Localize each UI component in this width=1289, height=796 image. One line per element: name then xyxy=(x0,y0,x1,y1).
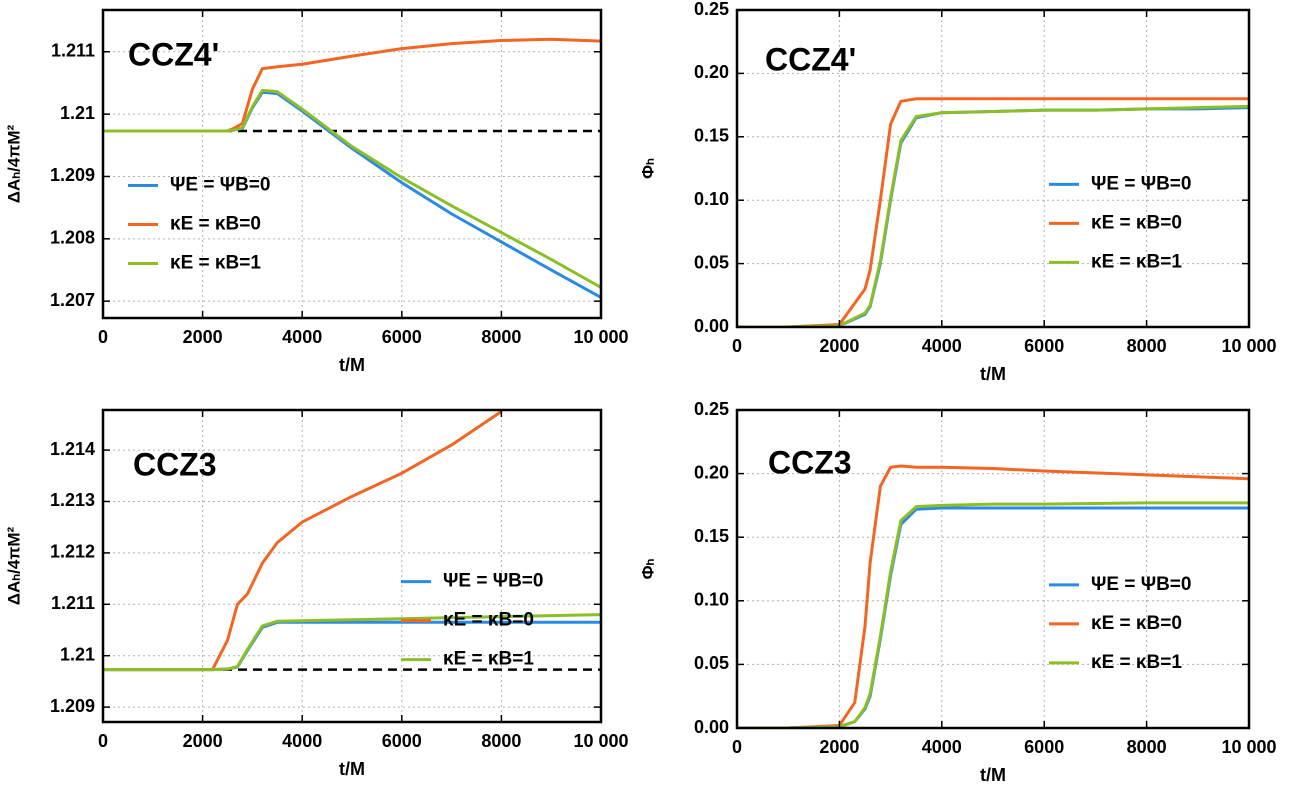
axes-frame xyxy=(101,8,603,320)
x-axis-label: t/M xyxy=(980,364,1006,384)
x-tick-label: 2000 xyxy=(819,737,859,757)
x-tick-label: 8000 xyxy=(481,731,521,751)
legend-label: ΨE = ΨB=0 xyxy=(1091,173,1191,194)
x-tick-label: 2000 xyxy=(819,336,859,356)
x-tick-label: 6000 xyxy=(382,731,422,751)
legend: ΨE = ΨB=0 κE = κB=0 κE = κB=1 xyxy=(1049,574,1191,673)
series-line xyxy=(103,613,601,672)
y-tick-label: 0.15 xyxy=(694,126,729,146)
y-tick-label: 1.21 xyxy=(60,103,95,123)
y-tick-label: 0.15 xyxy=(694,526,729,546)
legend: ΨE = ΨB=0 κE = κB=0 κE = κB=1 xyxy=(1049,173,1191,272)
y-tick-label: 1.208 xyxy=(50,228,95,248)
y-tick-label: 0.20 xyxy=(694,462,729,482)
y-tick-label: 0.25 xyxy=(694,0,729,19)
x-tick-label: 6000 xyxy=(382,327,422,347)
series-line xyxy=(737,97,1249,327)
y-axis-label: Φₕ xyxy=(638,558,657,579)
axes-frame xyxy=(735,408,1251,730)
legend: ΨE = ΨB=0 κE = κB=0 κE = κB=1 xyxy=(128,175,270,274)
y-tick-label: 0.05 xyxy=(694,653,729,673)
legend-label: κE = κB=1 xyxy=(1091,652,1182,673)
x-axis-label: t/M xyxy=(339,355,365,375)
x-tick-label: 4000 xyxy=(282,731,322,751)
plot-area xyxy=(737,97,1249,327)
x-tick-label: 8000 xyxy=(1127,737,1167,757)
y-tick-label: 0.00 xyxy=(694,717,729,737)
y-tick-label: 0.10 xyxy=(694,590,729,610)
legend-label: κE = κB=1 xyxy=(1091,251,1182,272)
x-axis-label: t/M xyxy=(980,765,1006,785)
y-tick-label: 1.209 xyxy=(50,165,95,185)
x-tick-label: 0 xyxy=(98,731,108,751)
x-tick-label: 4000 xyxy=(922,737,962,757)
y-tick-label: 0.05 xyxy=(694,252,729,272)
annotation: CCZ3 xyxy=(768,444,852,480)
x-tick-label: 2000 xyxy=(183,731,223,751)
x-axis-label: t/M xyxy=(339,759,365,779)
legend-label: κE = κB=0 xyxy=(170,214,261,235)
legend-label: ΨE = ΨB=0 xyxy=(170,175,270,196)
y-tick-label: 1.209 xyxy=(50,696,95,716)
plot-area xyxy=(103,410,601,672)
panel: 0 2000 4000 6000 8000 10 000 0.00 0.05 0.10 0.15 0… xyxy=(638,399,1276,785)
y-axis-label: ΔAₕ/4πM² xyxy=(4,526,23,605)
y-tick-label: 1.214 xyxy=(50,439,95,459)
series-line xyxy=(103,88,601,289)
legend-label: κE = κB=0 xyxy=(443,610,534,631)
axes-frame xyxy=(101,408,603,724)
panel: 0 2000 4000 6000 8000 10 000 1.209 1.21 1.211 1.2… xyxy=(4,408,629,779)
series-line xyxy=(737,464,1249,728)
x-tick-label: 8000 xyxy=(1127,336,1167,356)
panel: 0 2000 4000 6000 8000 10 000 1.207 1.208 1.209 1.… xyxy=(4,8,629,375)
y-tick-label: 1.211 xyxy=(51,41,95,61)
legend: ΨE = ΨB=0 κE = κB=0 κE = κB=1 xyxy=(401,571,543,670)
legend-label: κE = κB=1 xyxy=(170,253,261,274)
legend-label: ΨE = ΨB=0 xyxy=(1091,574,1191,595)
annotation: CCZ3 xyxy=(133,446,217,482)
y-axis-label: Φₕ xyxy=(638,158,657,179)
legend-label: κE = κB=0 xyxy=(1091,212,1182,233)
panel: 0 2000 4000 6000 8000 10 000 0.00 0.05 0.10 0.15 0… xyxy=(638,0,1276,384)
legend-label: κE = κB=1 xyxy=(443,649,534,670)
x-tick-label: 8000 xyxy=(481,327,521,347)
y-axis-label: ΔAₕ/4πM² xyxy=(4,124,23,203)
x-tick-label: 4000 xyxy=(282,327,322,347)
series-line xyxy=(737,104,1249,327)
legend-label: ΨE = ΨB=0 xyxy=(443,571,543,592)
y-tick-label: 0.10 xyxy=(694,189,729,209)
x-tick-label: 10 000 xyxy=(573,731,628,751)
annotation: CCZ4' xyxy=(128,36,219,72)
y-tick-label: 1.207 xyxy=(50,290,95,310)
x-tick-label: 10 000 xyxy=(1221,336,1276,356)
y-tick-label: 1.212 xyxy=(50,542,95,562)
x-tick-label: 4000 xyxy=(922,336,962,356)
axes-frame xyxy=(735,8,1251,329)
series-line xyxy=(737,501,1249,728)
x-tick-label: 0 xyxy=(732,336,742,356)
x-tick-label: 6000 xyxy=(1024,737,1064,757)
y-tick-label: 0.00 xyxy=(694,316,729,336)
y-tick-label: 1.211 xyxy=(51,593,95,613)
y-tick-label: 0.20 xyxy=(694,62,729,82)
plot-area xyxy=(737,464,1249,728)
x-tick-label: 2000 xyxy=(183,327,223,347)
x-tick-label: 6000 xyxy=(1024,336,1064,356)
annotation: CCZ4' xyxy=(765,41,856,77)
x-tick-label: 10 000 xyxy=(573,327,628,347)
x-tick-label: 0 xyxy=(732,737,742,757)
legend-label: κE = κB=0 xyxy=(1091,613,1182,634)
y-tick-label: 1.21 xyxy=(60,644,95,664)
y-tick-label: 0.25 xyxy=(694,399,729,419)
x-tick-label: 0 xyxy=(98,327,108,347)
plot-area xyxy=(103,37,601,299)
y-tick-label: 1.213 xyxy=(50,490,95,510)
x-tick-label: 10 000 xyxy=(1221,737,1276,757)
